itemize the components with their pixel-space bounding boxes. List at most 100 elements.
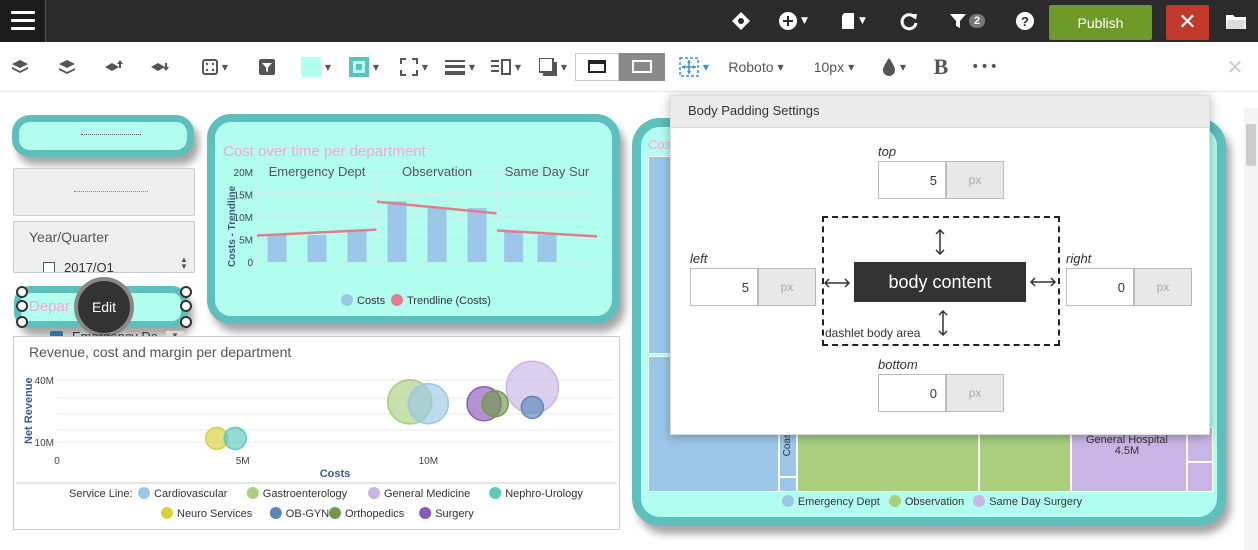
trendline xyxy=(256,228,378,237)
cost-bar xyxy=(504,230,524,262)
resize-handle[interactable] xyxy=(180,300,192,312)
legend-label: Cardiovascular xyxy=(154,488,228,500)
text-dashlet[interactable] xyxy=(13,168,195,216)
resize-handle[interactable] xyxy=(16,300,28,312)
legend-dot xyxy=(419,507,432,519)
resize-handle[interactable] xyxy=(16,286,28,298)
revenue-cost-margin-chart: Revenue, cost and margin per department 4… xyxy=(16,344,617,520)
treemap-cell[interactable] xyxy=(797,427,979,492)
chart-title: Cost over time per department xyxy=(223,143,426,160)
legend-dot xyxy=(341,294,353,306)
help-icon[interactable]: ? xyxy=(1012,0,1038,42)
dashlet-body-area xyxy=(822,216,1060,346)
border-style-icon[interactable]: ▼ xyxy=(394,42,434,92)
year-quarter-filter[interactable]: Year/Quarter 2017/Q1 ▲ ▼ xyxy=(13,221,195,273)
border-width-icon[interactable]: ▼ xyxy=(440,42,480,92)
chart-title: Revenue, cost and margin per department xyxy=(29,344,291,360)
left-padding-input[interactable]: 5 xyxy=(690,268,758,306)
bottom-unit: px xyxy=(946,374,1004,412)
legend-label: Neuro Services xyxy=(177,508,253,520)
tag-icon[interactable] xyxy=(728,0,754,42)
resize-handle[interactable] xyxy=(180,286,192,298)
font-size-value: 10px xyxy=(813,59,845,75)
layers-icon[interactable] xyxy=(55,42,79,92)
svg-text:?: ? xyxy=(1021,14,1029,29)
x-tick-label: 10M xyxy=(419,456,438,467)
x-tick-label: 5M xyxy=(236,456,250,467)
scroll-arrows[interactable]: ▲ ▼ xyxy=(180,255,188,271)
font-family-select[interactable]: Roboto ▼ xyxy=(728,59,784,75)
border-color-picker[interactable]: ▼ xyxy=(344,42,384,92)
y-tick-label: 20M xyxy=(234,168,253,179)
more-options-icon[interactable]: ••• xyxy=(971,59,999,75)
cost-bar xyxy=(467,208,487,262)
text-align-icon[interactable]: ▼ xyxy=(486,42,526,92)
bookmark-icon[interactable]: ▼ xyxy=(836,0,870,42)
grid-snap-icon[interactable]: ▼ xyxy=(195,42,235,92)
resize-handle[interactable] xyxy=(180,316,192,328)
publish-button[interactable]: Publish xyxy=(1049,5,1152,40)
legend-dot xyxy=(888,495,901,507)
y-tick-label: 0 xyxy=(247,258,253,269)
cost-bar xyxy=(347,230,367,262)
cost-bar xyxy=(537,235,557,262)
close-icon[interactable]: ✕ xyxy=(1166,5,1209,40)
top-padding-input[interactable]: 5 xyxy=(878,161,946,199)
right-padding-input[interactable]: 0 xyxy=(1066,268,1134,306)
small-dashlet[interactable] xyxy=(12,115,194,157)
y-axis-label: Costs - Trendline xyxy=(227,185,238,267)
bring-forward-icon[interactable] xyxy=(102,42,126,92)
bottom-padding-input[interactable]: 0 xyxy=(878,374,946,412)
cost-chart-dashlet[interactable]: Cost over time per department 20M 15M 10M 5M… xyxy=(207,114,620,324)
top-unit: px xyxy=(946,161,1004,199)
add-icon[interactable]: ▼ xyxy=(776,0,810,42)
body-content-box: body content xyxy=(854,262,1026,302)
legend-dot xyxy=(489,487,502,499)
treemap-cell[interactable] xyxy=(979,427,1071,492)
treemap-cell-label: Coas xyxy=(782,433,793,457)
font-family-value: Roboto xyxy=(728,59,774,75)
legend-dot xyxy=(368,487,380,499)
department-label: Depar xyxy=(29,298,70,315)
padding-arrows-icon xyxy=(823,228,1057,337)
panel-label: Emergency Dept xyxy=(269,164,366,179)
padding-icon[interactable]: ▼ xyxy=(676,42,712,92)
layout-option-button-active[interactable] xyxy=(619,53,665,81)
treemap-cell[interactable]: General Hospital 4.5M xyxy=(1071,427,1187,492)
menu-icon[interactable] xyxy=(0,0,46,42)
filter-icon[interactable]: 2 xyxy=(944,0,990,42)
filter-icon[interactable] xyxy=(256,42,278,92)
treemap-title: Cos xyxy=(648,137,672,152)
close-toolbar-icon[interactable]: ✕ xyxy=(1226,55,1244,79)
shadow-icon[interactable]: ▼ xyxy=(533,42,573,92)
vertical-scrollbar[interactable] xyxy=(1244,108,1258,550)
send-backward-icon[interactable] xyxy=(148,42,172,92)
treemap-cell[interactable] xyxy=(1187,462,1213,492)
text-color-icon[interactable]: ▼ xyxy=(874,42,914,92)
legend-label: Costs xyxy=(357,295,386,307)
legend-label: Orthopedics xyxy=(345,508,405,520)
panel-label: Observation xyxy=(402,164,472,179)
treemap-cell-label: General Hospital 4.5M xyxy=(1086,434,1168,457)
bottom-label: bottom xyxy=(878,357,918,372)
bubble-chart-dashlet[interactable]: Revenue, cost and margin per department 4… xyxy=(13,336,620,530)
edit-button[interactable]: Edit xyxy=(74,277,134,337)
bubble xyxy=(481,389,509,418)
treemap-cell[interactable] xyxy=(779,477,797,492)
legend-label: Surgery xyxy=(435,508,474,520)
folder-icon[interactable] xyxy=(1220,0,1252,42)
bold-button[interactable]: B xyxy=(933,54,949,79)
resize-handle[interactable] xyxy=(16,316,28,328)
chart-legend: Costs Trendline (Costs) xyxy=(341,294,491,307)
right-label: right xyxy=(1066,251,1092,266)
legend-dot xyxy=(138,487,150,499)
quarter-checkbox[interactable] xyxy=(43,262,55,272)
cost-bar xyxy=(307,235,327,262)
refresh-icon[interactable] xyxy=(896,0,922,42)
popup-title: Body Padding Settings xyxy=(671,96,1209,128)
layout-option-button[interactable] xyxy=(575,53,619,81)
font-size-select[interactable]: 10px ▼ xyxy=(813,59,855,75)
background-color-picker[interactable]: ▼ xyxy=(296,42,336,92)
cost-over-time-chart: Cost over time per department 20M 15M 10M 5M… xyxy=(223,143,598,307)
layers-icon[interactable] xyxy=(8,42,32,92)
